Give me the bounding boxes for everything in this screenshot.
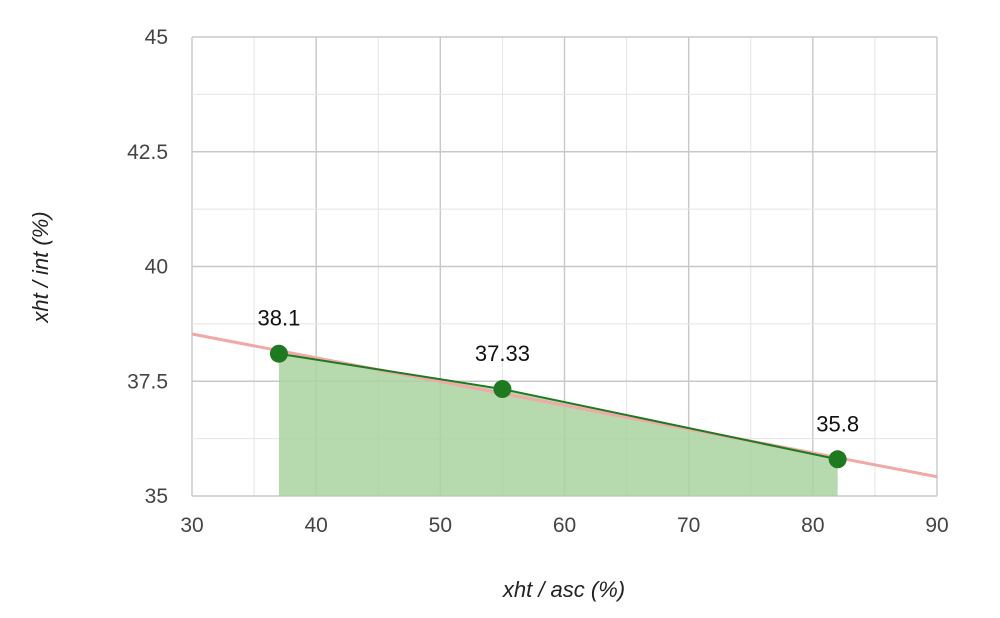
y-axis-label: xht / int (%) (28, 211, 53, 323)
data-point (828, 450, 847, 469)
y-tick-label: 42.5 (127, 141, 168, 164)
x-tick-label: 70 (677, 514, 700, 537)
data-label: 37.33 (475, 341, 530, 366)
y-tick-label: 35 (145, 485, 168, 508)
x-tick-label: 90 (925, 514, 948, 537)
x-axis-label: xht / asc (%) (502, 577, 625, 602)
y-axis-ticks: 35 37.5 40 42.5 45 (127, 26, 168, 508)
y-tick-label: 37.5 (127, 370, 168, 393)
x-tick-label: 40 (304, 514, 327, 537)
x-axis-ticks: 30 40 50 60 70 80 90 (180, 514, 948, 537)
data-points (269, 344, 847, 469)
y-tick-label: 40 (145, 256, 168, 279)
data-label: 38.1 (258, 306, 301, 331)
data-point (269, 344, 288, 363)
data-point (493, 380, 512, 399)
x-tick-label: 60 (553, 514, 576, 537)
y-tick-label: 45 (145, 26, 168, 49)
data-labels: 38.1 37.33 35.8 (258, 306, 860, 437)
x-tick-label: 50 (429, 514, 452, 537)
x-tick-label: 80 (801, 514, 824, 537)
area-shape (278, 353, 838, 496)
data-label: 35.8 (816, 411, 859, 436)
trendline-path (191, 332, 938, 479)
x-tick-label: 30 (180, 514, 203, 537)
trendline (191, 332, 938, 479)
area-fill (278, 353, 838, 496)
